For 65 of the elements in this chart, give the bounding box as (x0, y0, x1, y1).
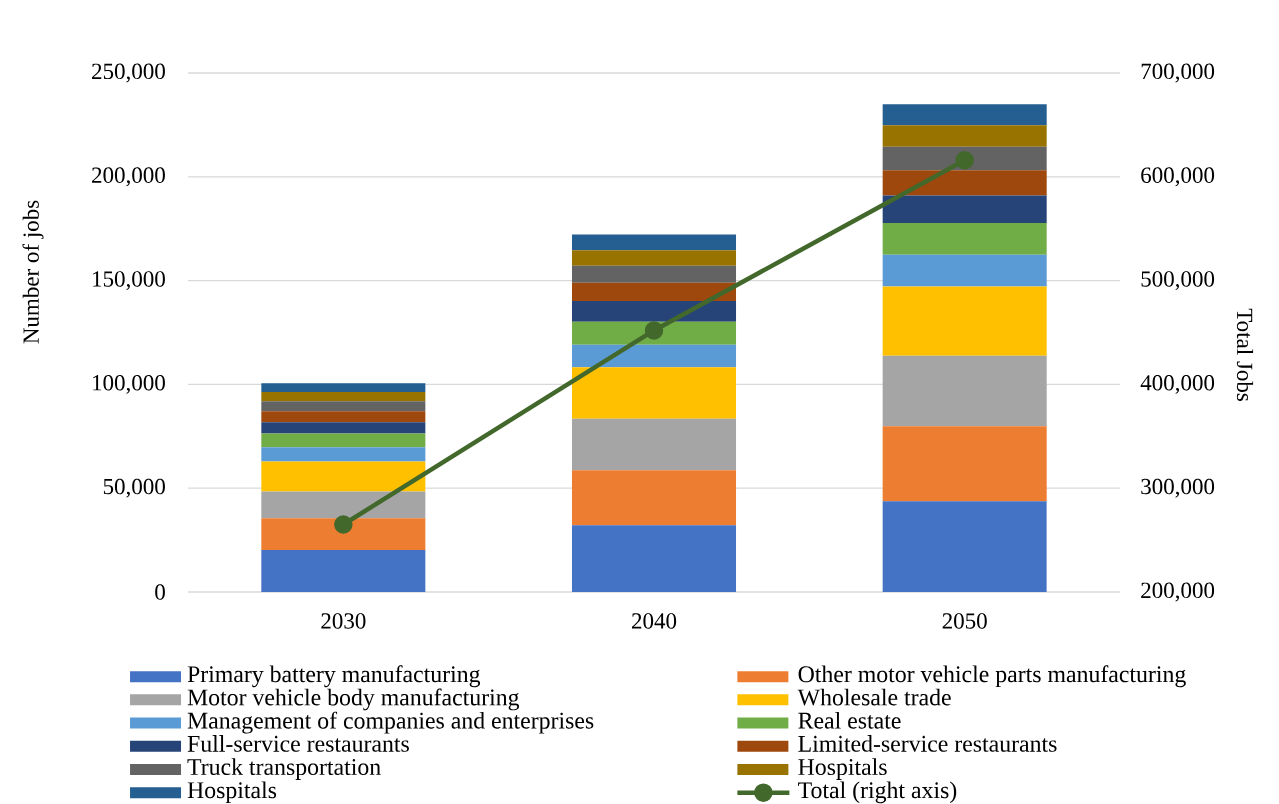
bar (882, 286, 1047, 356)
bar (571, 470, 737, 526)
y-axis-title: Number of jobs (22, 200, 44, 344)
bar (261, 422, 426, 434)
legend-label: Motor vehicle body manufacturing (187, 688, 520, 711)
legend-label: Hospitals (187, 781, 277, 804)
x-tick-label: 2030 (321, 613, 366, 629)
bar (261, 491, 426, 519)
legend-label: Limited-service restaurants (798, 735, 1057, 752)
legend-label: Hospitals (798, 758, 887, 780)
bar (882, 104, 1047, 126)
y-tick-label: 50,000 (103, 478, 165, 498)
bar (261, 518, 426, 551)
bar (571, 344, 737, 368)
legend-label: Total (right axis) (798, 781, 957, 804)
bar (261, 550, 426, 592)
bar (882, 223, 1047, 255)
bar (571, 250, 737, 266)
y2-tick-label: 400,000 (1140, 374, 1215, 394)
legend-label: Primary battery manufacturing (187, 665, 481, 688)
bar (571, 525, 737, 592)
y-tick-label: 200,000 (92, 167, 165, 187)
bar (571, 300, 737, 322)
y-tick-label: 0 (155, 584, 165, 600)
legend-label: Full-service restaurants (187, 735, 409, 752)
bar (882, 195, 1047, 224)
x-tick-label: 2050 (942, 613, 987, 629)
bar (261, 447, 426, 462)
bar (882, 125, 1047, 147)
legend-label: Other motor vehicle parts manufacturing (798, 665, 1186, 688)
bar (261, 401, 426, 412)
bar (571, 265, 737, 283)
y2-tick-label: 600,000 (1141, 167, 1215, 187)
bar (571, 282, 737, 301)
bar (261, 433, 426, 448)
bar (261, 461, 426, 492)
bar (571, 234, 737, 251)
legend-label: Wholesale trade (797, 688, 951, 706)
y2-tick-label: 700,000 (1141, 63, 1215, 83)
point (644, 321, 664, 340)
bar (882, 146, 1047, 171)
bar (882, 254, 1047, 287)
legend-label: Real estate (798, 711, 901, 729)
point (334, 515, 353, 534)
y-tick-label: 100,000 (93, 374, 165, 394)
bar (882, 426, 1047, 502)
bar (882, 501, 1047, 592)
y-tick-label: 250,000 (92, 63, 165, 83)
bar (261, 411, 426, 423)
y2-tick-label: 200,000 (1141, 582, 1215, 602)
legend-label: Truck transportation (187, 758, 381, 780)
bar (571, 367, 737, 419)
bar (882, 170, 1047, 196)
point (955, 150, 974, 170)
y-tick-label: 150,000 (93, 271, 165, 291)
bar (261, 383, 426, 393)
bar (571, 418, 737, 471)
y2-tick-label: 500,000 (1141, 271, 1215, 291)
bar (882, 355, 1047, 427)
legend-label: Management of companies and enterprises (187, 711, 594, 734)
y2-tick-label: 300,000 (1141, 478, 1215, 498)
x-tick-label: 2040 (632, 613, 677, 629)
bar (571, 321, 737, 345)
y2-axis-title: Total Jobs (1236, 308, 1254, 401)
bar (261, 392, 426, 402)
